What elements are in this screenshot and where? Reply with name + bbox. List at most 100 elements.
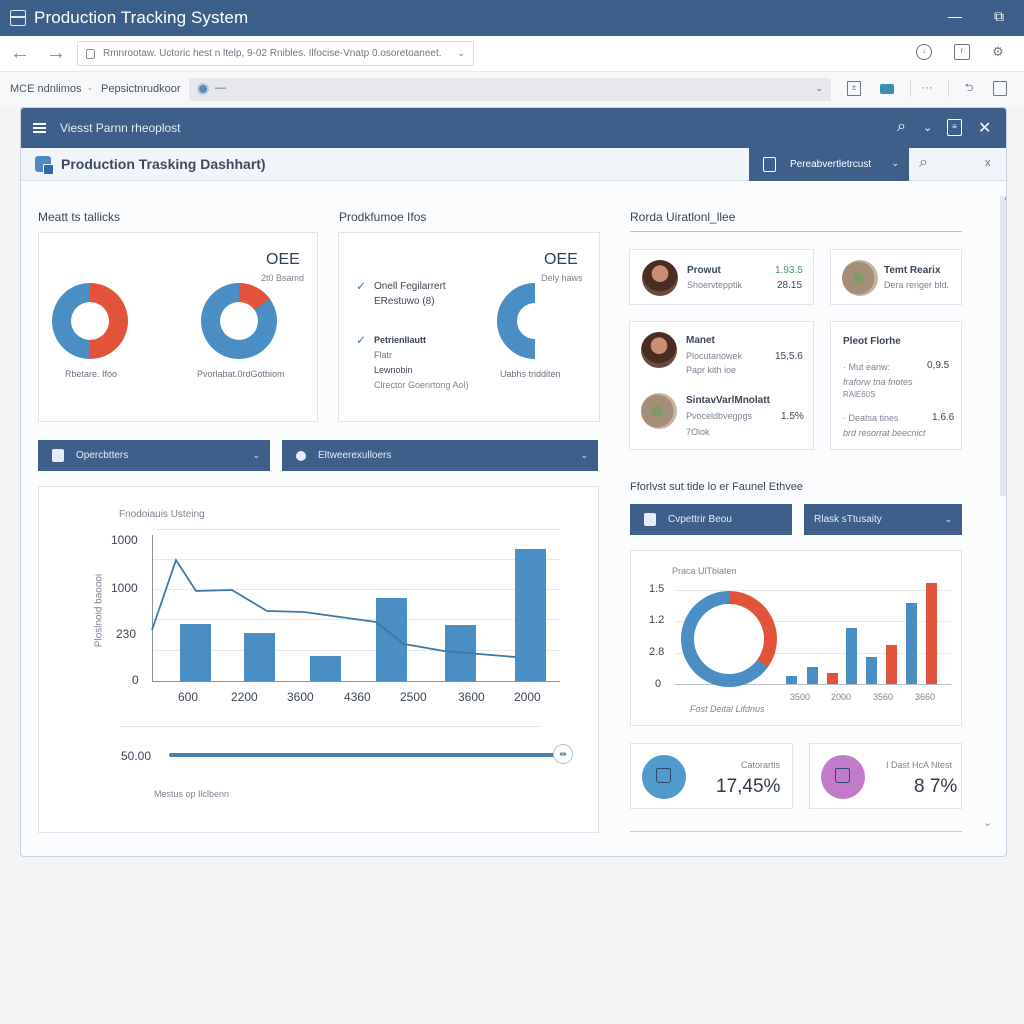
chart-bar[interactable]: [827, 673, 838, 684]
operator-value: 28.15: [777, 280, 803, 291]
scrollbar[interactable]: [1000, 196, 1006, 496]
menu-icon[interactable]: [33, 123, 46, 133]
extension-icon[interactable]: [880, 84, 894, 94]
search-icon[interactable]: ⌕: [919, 154, 928, 171]
avatar: [842, 260, 878, 296]
operator-role: Plocutanowek: [686, 351, 743, 361]
operator-name: SintavVarlMnolatt: [686, 395, 770, 406]
settings-icon[interactable]: ⚙: [992, 44, 1004, 59]
chart-bar[interactable]: [926, 583, 937, 684]
chart-bar[interactable]: [180, 624, 211, 681]
operators-section-title: Rorda Uiratlonl_llee: [630, 210, 736, 224]
chart-bar[interactable]: [244, 633, 275, 681]
y-tick: 1000: [111, 533, 138, 547]
chevron-down-icon[interactable]: ⌄: [457, 48, 465, 58]
grid-line: [152, 650, 560, 651]
operator-value: 1.5%: [781, 411, 804, 422]
avatar: [641, 393, 677, 429]
layout-icon[interactable]: ±: [847, 81, 861, 96]
operator-card[interactable]: Prowut Shoervtepptik 1.93.5 28.15: [629, 249, 814, 305]
check-item: ✓ Onell Fegilarrert ERestuwo (8): [356, 279, 446, 309]
chart-bar[interactable]: [310, 656, 341, 681]
chart-bar[interactable]: [376, 598, 407, 681]
filter-icon: [52, 449, 64, 462]
donut-chart: [201, 283, 277, 359]
url-text: Rmnrootaw. Uctoric hest n ltelp, 9-02 Rn…: [103, 48, 442, 59]
stat-card: Catorartis 17,45%: [630, 743, 793, 809]
export-icon[interactable]: ≡: [947, 119, 962, 136]
chevron-down-icon: ⌄: [815, 83, 823, 93]
slider-caption: Mestus op Ilclbenn: [154, 789, 230, 799]
chart-bar[interactable]: [515, 549, 546, 681]
pivot-row-note: RAlE60S: [843, 390, 876, 399]
chevron-down-icon[interactable]: ⌄: [923, 122, 933, 134]
home-icon: [656, 768, 671, 783]
chart-bar[interactable]: [866, 657, 877, 684]
donut-chart: [52, 283, 128, 359]
chart-bar[interactable]: [846, 628, 857, 684]
production-card: ✓ Onell Fegilarrert ERestuwo (8) Petrien…: [338, 232, 600, 422]
scroll-up-icon[interactable]: ˄: [1004, 193, 1006, 204]
slider-value: 50.00: [121, 749, 152, 763]
operator-card[interactable]: Temt Rearix Dera renger bld.: [830, 249, 962, 305]
chart-bar[interactable]: [906, 603, 917, 684]
chart-bar[interactable]: [886, 645, 897, 684]
share-icon[interactable]: ⮌: [964, 82, 974, 94]
operator-list-card: Manet Plocutanowek Papr kith ioe 15,5.6 …: [629, 321, 814, 450]
production-chart-card: Fnodoiauis Usteing Ploslnoid baoooi 1000…: [38, 486, 599, 833]
x-tick: 3560: [873, 692, 894, 702]
pivot-row-value: 1.6.6: [932, 412, 955, 423]
stat-card: I Dast HcA Ntest 8 7%: [809, 743, 962, 809]
operator-name: Temt Rearix: [884, 265, 941, 276]
chevron-down-icon[interactable]: ⌄: [983, 817, 993, 829]
chart-title: Fnodoiauis Usteing: [119, 509, 205, 520]
dashboard-toolbar: Production Trasking Dashhart) Pereabvert…: [21, 148, 1006, 181]
pivot-row-note: brd resorrat beecnict: [843, 428, 926, 438]
clock-icon[interactable]: ↓: [916, 44, 932, 60]
grid-line: [152, 529, 560, 530]
grid-line: [152, 589, 560, 590]
context-selector[interactable]: — ⌄: [189, 78, 831, 101]
oee-label: OEE: [544, 251, 578, 268]
chevron-down-icon: ⌄: [252, 450, 260, 460]
restore-button[interactable]: ⧉: [994, 8, 1004, 24]
close-icon[interactable]: ✕: [978, 120, 992, 137]
stat-circle: [642, 755, 686, 799]
status-dropdown[interactable]: Rlask sTtusaity ⌄: [804, 504, 962, 535]
operator-detail: Papr kith ioe: [686, 365, 737, 375]
chart-bar[interactable]: [786, 676, 797, 684]
more-icon[interactable]: ···: [921, 82, 933, 94]
lock-icon: [86, 48, 95, 59]
breadcrumb-item[interactable]: MCE ndnlimos: [10, 83, 82, 95]
search-icon[interactable]: ⌕: [897, 118, 906, 135]
x-tick: 2000: [831, 692, 852, 702]
operator-role: Pvoceldbvegpgs: [686, 411, 753, 421]
panel-icon[interactable]: [993, 81, 1007, 96]
slider-track[interactable]: [169, 753, 555, 757]
x-tick: 3600: [287, 690, 314, 704]
chart-bar[interactable]: [807, 667, 818, 684]
slider-thumb[interactable]: ⇹: [553, 744, 573, 764]
close-icon[interactable]: x: [985, 157, 991, 169]
employees-dropdown[interactable]: Eltweerexulloers ⌄: [282, 440, 598, 471]
filter-icon: [644, 513, 656, 526]
dashboard-icon: [35, 156, 54, 175]
report-select[interactable]: Pereabvertletrcust ⌄: [749, 148, 909, 181]
app-titlebar: Production Tracking System — ⧉: [0, 0, 1024, 36]
operator-filter-button[interactable]: Cvpettrir Beou: [630, 504, 792, 535]
bookmark-icon[interactable]: r: [954, 44, 970, 60]
pivot-row-note: fraforw tna fnotes: [843, 377, 913, 387]
back-button[interactable]: ←: [10, 42, 30, 64]
forecast-section-title: Fforlvst sut tide lo er Faunel Ethvee: [630, 481, 804, 493]
minimize-button[interactable]: —: [948, 8, 962, 24]
breadcrumb-item[interactable]: Pepsictnrudkoor: [101, 83, 181, 95]
x-tick: 2000: [514, 690, 541, 704]
pivot-title: Pleot Florhe: [843, 336, 901, 347]
operator-value: 1.93.5: [775, 265, 803, 276]
forward-button[interactable]: →: [46, 42, 66, 64]
operators-dropdown[interactable]: Opercbtters ⌄: [38, 440, 270, 471]
check-item: Petrienllautt ✓ Petrienllautt Flatr Lewn…: [356, 333, 469, 393]
avatar: [641, 332, 677, 368]
address-bar[interactable]: Rmnrootaw. Uctoric hest n ltelp, 9-02 Rn…: [77, 41, 474, 66]
avatar: [642, 260, 678, 296]
